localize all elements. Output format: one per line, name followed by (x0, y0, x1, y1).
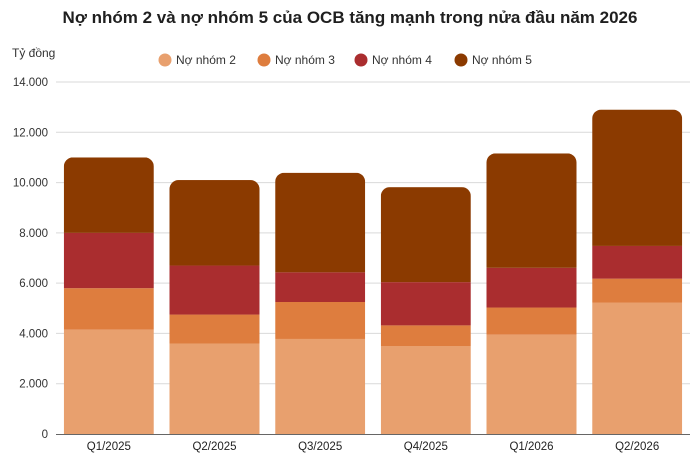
bar-segment-no-nhom-5 (169, 180, 260, 266)
x-tick-label: Q4/2025 (404, 441, 448, 453)
chart-title: Nợ nhóm 2 và nợ nhóm 5 của OCB tăng mạnh… (63, 8, 638, 27)
legend: Nợ nhóm 2 Nợ nhóm 3 Nợ nhóm 4 Nợ nhóm 5 (158, 53, 532, 67)
bar-stack (275, 172, 366, 434)
gridlines (56, 81, 690, 385)
bar-segment-no-nhom-3 (169, 314, 260, 344)
legend-swatch (454, 53, 468, 67)
x-tick-label: Q3/2025 (298, 441, 342, 453)
y-tick-label: 4.000 (19, 328, 48, 340)
bar-segment-no-nhom-2 (592, 302, 683, 434)
legend-item: Nợ nhóm 2 (158, 53, 236, 67)
bar-segment-no-nhom-2 (486, 334, 577, 434)
bar-segment-no-nhom-3 (63, 288, 154, 330)
legend-label: Nợ nhóm 4 (372, 53, 432, 67)
bar-stack (169, 180, 260, 434)
bar-segment-no-nhom-2 (380, 346, 471, 434)
legend-swatch (158, 53, 172, 67)
bar-segment-no-nhom-4 (592, 245, 683, 279)
bars (63, 109, 683, 434)
bar-segment-no-nhom-4 (169, 265, 260, 315)
y-tick-label: 0 (42, 429, 48, 441)
y-tick-label: 14.000 (13, 77, 48, 89)
bar-segment-no-nhom-5 (486, 153, 577, 268)
bar-segment-no-nhom-3 (380, 325, 471, 346)
y-tick-label: 6.000 (19, 278, 48, 290)
x-tick-label: Q2/2026 (615, 441, 659, 453)
legend-label: Nợ nhóm 2 (176, 53, 236, 67)
bar-segment-no-nhom-2 (63, 329, 154, 434)
x-tick-label: Q1/2025 (87, 441, 131, 453)
bar-segment-no-nhom-3 (275, 302, 366, 339)
bar-segment-no-nhom-5 (380, 187, 471, 283)
legend-item: Nợ nhóm 3 (257, 53, 335, 67)
legend-swatch (354, 53, 368, 67)
bar-stack (486, 153, 577, 434)
bar-segment-no-nhom-3 (592, 278, 683, 303)
legend-item: Nợ nhóm 4 (354, 53, 432, 67)
legend-label: Nợ nhóm 3 (275, 53, 335, 67)
legend-swatch (257, 53, 271, 67)
bar-segment-no-nhom-3 (486, 307, 577, 335)
bar-segment-no-nhom-4 (486, 267, 577, 308)
bar-segment-no-nhom-2 (169, 343, 260, 434)
legend-label: Nợ nhóm 5 (472, 53, 532, 67)
bar-segment-no-nhom-5 (63, 157, 154, 233)
y-tick-label: 12.000 (13, 127, 48, 139)
x-tick-label: Q2/2025 (192, 441, 236, 453)
x-tick-label: Q1/2026 (509, 441, 553, 453)
legend-item: Nợ nhóm 5 (454, 53, 532, 67)
y-tick-label: 2.000 (19, 379, 48, 391)
x-axis-ticks: Q1/2025 Q2/2025 Q3/2025 Q4/2025 Q1/2026 Q2/20… (87, 441, 659, 453)
bar-segment-no-nhom-2 (275, 338, 366, 434)
bar-segment-no-nhom-4 (275, 272, 366, 302)
bar-stack (592, 109, 683, 434)
bar-stack (63, 157, 154, 434)
bar-segment-no-nhom-4 (63, 232, 154, 289)
bar-segment-no-nhom-5 (275, 172, 366, 273)
bar-segment-no-nhom-4 (380, 282, 471, 326)
bar-segment-no-nhom-5 (592, 109, 683, 246)
y-axis-ticks: 0 2.000 4.000 6.000 8.000 10.000 12.000 14.000 (13, 77, 48, 441)
y-axis-unit-label: Tỷ đồng (12, 46, 55, 60)
y-tick-label: 10.000 (13, 178, 48, 190)
bar-stack (380, 187, 471, 434)
y-tick-label: 8.000 (19, 228, 48, 240)
